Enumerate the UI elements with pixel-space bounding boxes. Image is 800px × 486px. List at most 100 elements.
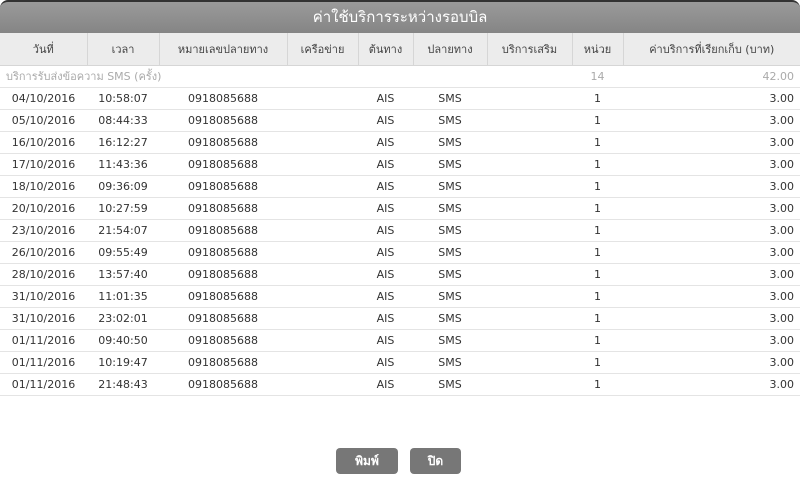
table-cell: 0918085688 [159, 373, 287, 396]
table-cell: SMS [413, 219, 487, 242]
table-cell: 1 [572, 109, 623, 132]
table-cell: 3.00 [623, 329, 800, 352]
table-cell: 1 [572, 219, 623, 242]
group-row: บริการรับส่งข้อความ SMS (ครั้ง) 14 42.00 [0, 65, 800, 88]
table-cell: AIS [358, 131, 413, 154]
dialog-title: ค่าใช้บริการระหว่างรอบบิล [0, 0, 800, 33]
table-cell: 1 [572, 329, 623, 352]
table-cell: AIS [358, 373, 413, 396]
column-header: วันที่ [0, 33, 88, 66]
column-header: ต้นทาง [358, 33, 414, 66]
group-label: บริการรับส่งข้อความ SMS (ครั้ง) [0, 65, 572, 88]
table-cell: 0918085688 [159, 241, 287, 264]
table-cell [287, 109, 358, 132]
table-cell: SMS [413, 285, 487, 308]
table-cell: 1 [572, 197, 623, 220]
table-cell: 08:44:33 [87, 109, 159, 132]
table-cell: 28/10/2016 [0, 263, 87, 286]
table-cell [487, 351, 572, 374]
table-cell: 31/10/2016 [0, 307, 87, 330]
table-cell [287, 241, 358, 264]
table-cell: 23:02:01 [87, 307, 159, 330]
group-amount: 42.00 [623, 65, 800, 88]
table-row: 18/10/2016 09:36:09 0918085688 AIS SMS 1 3.00 [0, 175, 800, 198]
table-row: 05/10/2016 08:44:33 0918085688 AIS SMS 1 3.00 [0, 109, 800, 132]
table-cell: AIS [358, 351, 413, 374]
column-header: เครือข่าย [287, 33, 359, 66]
table-row: 31/10/2016 11:01:35 0918085688 AIS SMS 1 3.00 [0, 285, 800, 308]
table-row: 23/10/2016 21:54:07 0918085688 AIS SMS 1 3.00 [0, 219, 800, 242]
table-cell: SMS [413, 131, 487, 154]
table-row: 28/10/2016 13:57:40 0918085688 AIS SMS 1 3.00 [0, 263, 800, 286]
table-cell: SMS [413, 307, 487, 330]
table-cell: 21:48:43 [87, 373, 159, 396]
table-row: 26/10/2016 09:55:49 0918085688 AIS SMS 1 3.00 [0, 241, 800, 264]
table-cell: AIS [358, 87, 413, 110]
table-cell: 3.00 [623, 153, 800, 176]
table-cell [487, 197, 572, 220]
column-header: ปลายทาง [413, 33, 488, 66]
table-cell: 09:55:49 [87, 241, 159, 264]
table-cell: 0918085688 [159, 351, 287, 374]
table-cell: 3.00 [623, 307, 800, 330]
table-cell: 0918085688 [159, 87, 287, 110]
table-cell: 01/11/2016 [0, 329, 87, 352]
table-cell: 01/11/2016 [0, 351, 87, 374]
table-cell: 1 [572, 153, 623, 176]
table-cell: 1 [572, 307, 623, 330]
table-cell: 1 [572, 131, 623, 154]
table-cell: 0918085688 [159, 131, 287, 154]
table-cell: 10:58:07 [87, 87, 159, 110]
table-cell: AIS [358, 307, 413, 330]
table-cell [487, 131, 572, 154]
close-button[interactable]: ปิด [410, 448, 461, 474]
table-cell [287, 285, 358, 308]
column-header: เวลา [87, 33, 160, 66]
table-cell: 3.00 [623, 131, 800, 154]
table-row: 16/10/2016 16:12:27 0918085688 AIS SMS 1 3.00 [0, 131, 800, 154]
table-cell: AIS [358, 219, 413, 242]
table-cell: AIS [358, 285, 413, 308]
column-header: หมายเลขปลายทาง [159, 33, 288, 66]
table-cell [487, 153, 572, 176]
table-cell [287, 329, 358, 352]
table-cell: 1 [572, 351, 623, 374]
table-cell: 3.00 [623, 219, 800, 242]
table-cell [287, 175, 358, 198]
table-cell [487, 285, 572, 308]
table-cell: 0918085688 [159, 175, 287, 198]
table-cell: SMS [413, 329, 487, 352]
table-cell [487, 263, 572, 286]
table-cell [487, 373, 572, 396]
table-row: 04/10/2016 10:58:07 0918085688 AIS SMS 1 3.00 [0, 87, 800, 110]
table-cell: 0918085688 [159, 219, 287, 242]
table-row: 01/11/2016 21:48:43 0918085688 AIS SMS 1 3.00 [0, 373, 800, 396]
table-cell [487, 307, 572, 330]
table-cell: 3.00 [623, 87, 800, 110]
table-row: 01/11/2016 09:40:50 0918085688 AIS SMS 1 3.00 [0, 329, 800, 352]
table-cell: 1 [572, 263, 623, 286]
table-cell: 3.00 [623, 175, 800, 198]
table-cell: SMS [413, 241, 487, 264]
table-cell [487, 219, 572, 242]
table-cell: SMS [413, 109, 487, 132]
table-cell [287, 87, 358, 110]
table-cell: AIS [358, 175, 413, 198]
column-header: บริการเสริม [487, 33, 573, 66]
group-units: 14 [572, 65, 623, 88]
print-button[interactable]: พิมพ์ [336, 448, 398, 474]
table-cell: 3.00 [623, 197, 800, 220]
table-cell: AIS [358, 109, 413, 132]
table-cell: 18/10/2016 [0, 175, 87, 198]
table-cell: 21:54:07 [87, 219, 159, 242]
table-row: 20/10/2016 10:27:59 0918085688 AIS SMS 1 3.00 [0, 197, 800, 220]
table-cell: SMS [413, 175, 487, 198]
table-cell: 3.00 [623, 241, 800, 264]
table-cell: 31/10/2016 [0, 285, 87, 308]
table-cell: SMS [413, 153, 487, 176]
table-cell [487, 87, 572, 110]
table-cell: AIS [358, 263, 413, 286]
table-cell [287, 219, 358, 242]
table-cell: 13:57:40 [87, 263, 159, 286]
table-cell: 05/10/2016 [0, 109, 87, 132]
